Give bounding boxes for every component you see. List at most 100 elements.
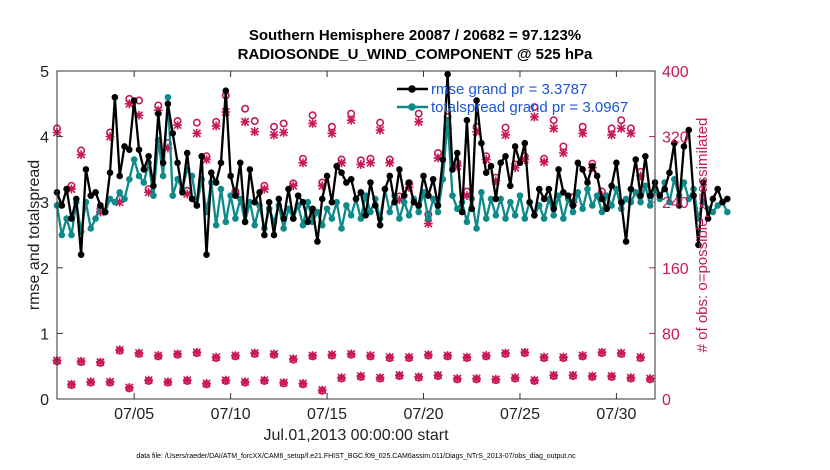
obs-assimilated-marker — [173, 349, 182, 359]
obs-assimilated-marker — [375, 125, 385, 135]
rmse-point — [150, 182, 157, 190]
x-tick-label: 07/05 — [114, 406, 154, 423]
rmse-point — [58, 202, 66, 209]
obs-assimilated-marker — [452, 374, 462, 383]
obs-assimilated-marker — [607, 371, 616, 381]
rmse-point — [63, 185, 70, 193]
totalspread-point — [159, 172, 167, 180]
rmse-series-line — [55, 73, 728, 256]
totalspread-point — [87, 225, 95, 232]
obs-assimilated-marker — [366, 158, 375, 168]
obs-assimilated-marker — [308, 119, 317, 128]
x-tick-labels: 07/05 07/10 07/15 07/20 07/25 07/30 — [114, 406, 636, 423]
rmse-point — [709, 195, 717, 203]
rmse-point — [478, 139, 485, 147]
rmse-point — [391, 198, 398, 206]
totalspread-point — [92, 215, 99, 222]
rmse-point — [704, 215, 712, 222]
y-tick-label: 5 — [40, 64, 49, 81]
totalspread-point — [367, 208, 374, 216]
obs-assimilated-marker — [105, 132, 115, 141]
obs-assimilated-marker — [481, 155, 491, 164]
obs-assimilated-marker — [395, 195, 404, 205]
totalspread-point — [338, 225, 345, 232]
totalspread-point — [299, 221, 307, 229]
totalspread-point — [521, 215, 529, 222]
obs-assimilated-marker — [76, 356, 86, 366]
totalspread-point — [217, 185, 225, 193]
obs-assimilated-marker — [645, 374, 655, 383]
totalspread-point — [473, 225, 480, 232]
totalspread-point — [130, 156, 138, 163]
legend-rmse-label: rmse grand pr = 3.3787 — [431, 81, 587, 98]
totalspread-point — [347, 212, 355, 219]
rmse-point — [290, 215, 297, 222]
rmse-point — [77, 251, 85, 258]
totalspread-point — [227, 192, 234, 199]
rmse-point — [174, 159, 181, 167]
rmse-point — [507, 182, 514, 190]
rmse-point — [453, 149, 461, 157]
y-right-tick-label: 400 — [662, 64, 689, 81]
obs-assimilated-marker — [298, 379, 308, 388]
totalspread-point — [511, 212, 519, 219]
obs-assimilated-marker — [385, 352, 395, 362]
rmse-point — [584, 179, 591, 186]
rmse-point — [661, 185, 668, 193]
totalspread-point — [598, 208, 606, 216]
totalspread-point — [246, 198, 254, 206]
obs-assimilated-marker — [501, 130, 510, 140]
rmse-point — [675, 202, 683, 209]
obs-assimilated-marker — [462, 352, 472, 362]
rmse-point — [608, 182, 615, 190]
y-axis-label-right: # of obs: o=possible; ×=assimilated — [694, 118, 711, 353]
totalspread-point — [646, 202, 654, 209]
totalspread-point — [685, 195, 693, 203]
obs-assimilated-marker — [115, 345, 125, 355]
obs-assimilated-marker — [501, 348, 510, 358]
obs-assimilated-marker — [539, 352, 549, 362]
obs-assimilated-marker — [472, 374, 481, 383]
totalspread-point — [507, 198, 514, 206]
rmse-point — [516, 159, 524, 167]
x-axis-label: Jul.01,2013 00:00:00 start — [263, 427, 449, 444]
totalspread-point — [482, 215, 490, 222]
rmse-point — [560, 189, 567, 196]
totalspread-point — [724, 208, 731, 216]
rmse-point — [251, 198, 259, 206]
totalspread-point — [121, 195, 128, 203]
rmse-point — [482, 169, 490, 176]
obs-assimilated-marker — [327, 128, 337, 138]
obs-assimilated-marker — [385, 158, 395, 168]
legend-rmse-marker — [408, 85, 416, 93]
totalspread-point — [318, 221, 326, 229]
obs-assimilated-marker — [192, 347, 202, 357]
obs-assimilated-marker — [414, 372, 424, 382]
obs-possible-marker — [192, 118, 201, 127]
rmse-point — [627, 185, 635, 193]
obs-assimilated-marker — [105, 377, 115, 387]
totalspread-point — [622, 195, 630, 203]
totalspread-point — [333, 198, 341, 206]
obs-assimilated-marker — [337, 158, 346, 168]
obs-assimilated-marker — [346, 115, 356, 125]
rmse-point — [535, 185, 543, 193]
totalspread-point — [280, 225, 287, 232]
rmse-point — [338, 169, 345, 176]
totalspread-point — [632, 189, 640, 196]
rmse-point — [589, 162, 596, 170]
obs-assimilated-marker — [279, 128, 289, 137]
obs-assimilated-marker — [211, 121, 221, 131]
obs-assimilated-marker — [221, 375, 231, 385]
totalspread-point — [304, 198, 312, 206]
rmse-point — [646, 192, 654, 199]
obs-assimilated-marker — [259, 375, 269, 385]
rmse-point — [154, 110, 162, 117]
rmse-point — [473, 97, 480, 104]
rmse-point — [116, 172, 123, 180]
obs-assimilated-marker — [211, 352, 221, 362]
obs-assimilated-marker — [549, 124, 559, 133]
y-tick-label: 4 — [40, 130, 49, 147]
obs-assimilated-marker — [308, 351, 317, 360]
rmse-point — [188, 195, 196, 203]
